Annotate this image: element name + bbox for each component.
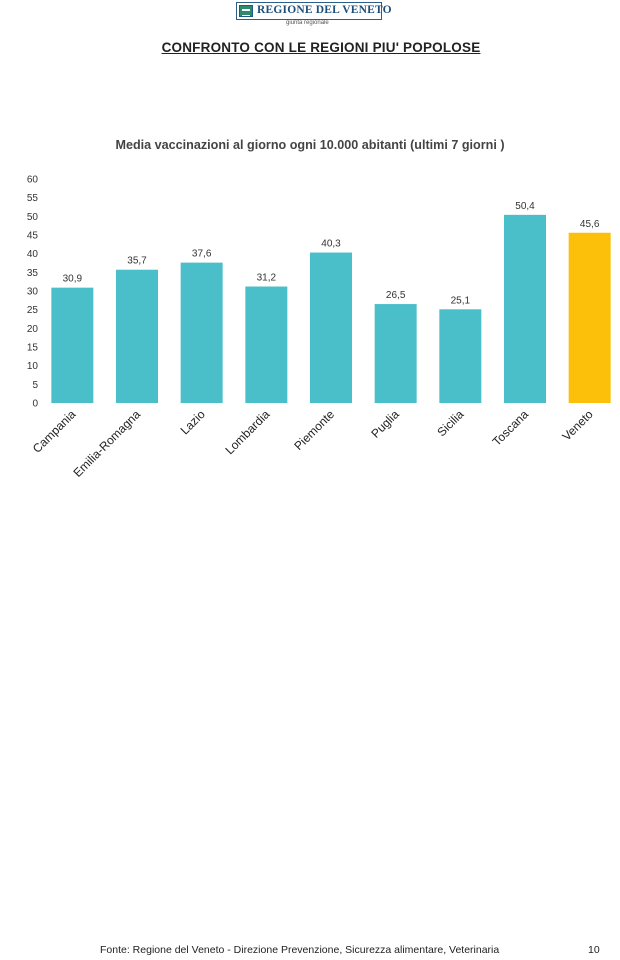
logo-frame: REGIONE DEL VENETO (236, 2, 392, 20)
category-label: Lazio (178, 407, 208, 437)
category-label: Lombardia (222, 407, 272, 457)
bar-chart: 0 5 10 15 20 25 30 35 40 45 50 55 60 30,9 35,7 37,6 31,… (27, 175, 611, 480)
y-tick-label: 20 (27, 324, 39, 335)
data-label: 31,2 (257, 273, 277, 284)
y-axis: 0 5 10 15 20 25 30 35 40 45 50 55 60 (27, 175, 39, 410)
bar-toscana (504, 214, 546, 403)
logo-subtitle: giunta regionale (286, 20, 329, 26)
y-tick-label: 60 (27, 175, 39, 186)
bar-puglia (374, 304, 417, 403)
y-tick-label: 25 (27, 305, 39, 316)
category-label: Puglia (368, 407, 402, 441)
data-label: 37,6 (192, 249, 212, 260)
bar-lombardia (245, 286, 288, 403)
y-tick-label: 10 (27, 361, 39, 372)
page-title: CONFRONTO CON LE REGIONI PIU' POPOLOSE (161, 40, 481, 55)
y-tick-label: 55 (27, 193, 39, 204)
category-label: Campania (30, 407, 79, 456)
page-number: 10 (588, 944, 600, 956)
lion-emblem-icon (239, 5, 253, 17)
bar-veneto (568, 232, 611, 403)
data-label: 40,3 (321, 239, 341, 250)
chart-title: Media vaccinazioni al giorno ogni 10.000… (115, 138, 505, 152)
data-label: 45,6 (580, 219, 600, 230)
data-label: 35,7 (127, 256, 147, 267)
y-tick-label: 35 (27, 268, 39, 279)
y-tick-label: 50 (27, 212, 39, 223)
data-label: 26,5 (386, 290, 406, 301)
bars: 30,9 35,7 37,6 31,2 40,3 26,5 25,1 50,4 45,6 (51, 201, 611, 403)
y-tick-label: 5 (32, 380, 38, 391)
y-tick-label: 15 (27, 343, 39, 354)
bar-lazio (180, 262, 223, 403)
y-tick-label: 0 (32, 399, 38, 410)
category-label: Toscana (490, 407, 532, 449)
y-tick-label: 40 (27, 249, 39, 260)
category-label: Sicilia (434, 407, 466, 439)
category-label: Emilia-Romagna (70, 407, 143, 480)
regione-veneto-logo: REGIONE DEL VENETO giunta regionale (236, 2, 392, 28)
bar-sicilia (439, 309, 482, 403)
y-tick-label: 45 (27, 231, 39, 242)
category-label: Piemonte (291, 407, 337, 453)
logo-text: REGIONE DEL VENETO (257, 4, 392, 16)
footer-source: Fonte: Regione del Veneto - Direzione Pr… (100, 944, 500, 956)
y-tick-label: 30 (27, 287, 39, 298)
data-label: 30,9 (63, 274, 83, 285)
bar-piemonte (310, 252, 352, 403)
category-label: Veneto (559, 407, 596, 444)
data-label: 25,1 (451, 295, 471, 306)
data-label: 50,4 (515, 201, 535, 212)
bar-campania (51, 287, 94, 403)
bar-emilia-romagna (116, 269, 158, 403)
